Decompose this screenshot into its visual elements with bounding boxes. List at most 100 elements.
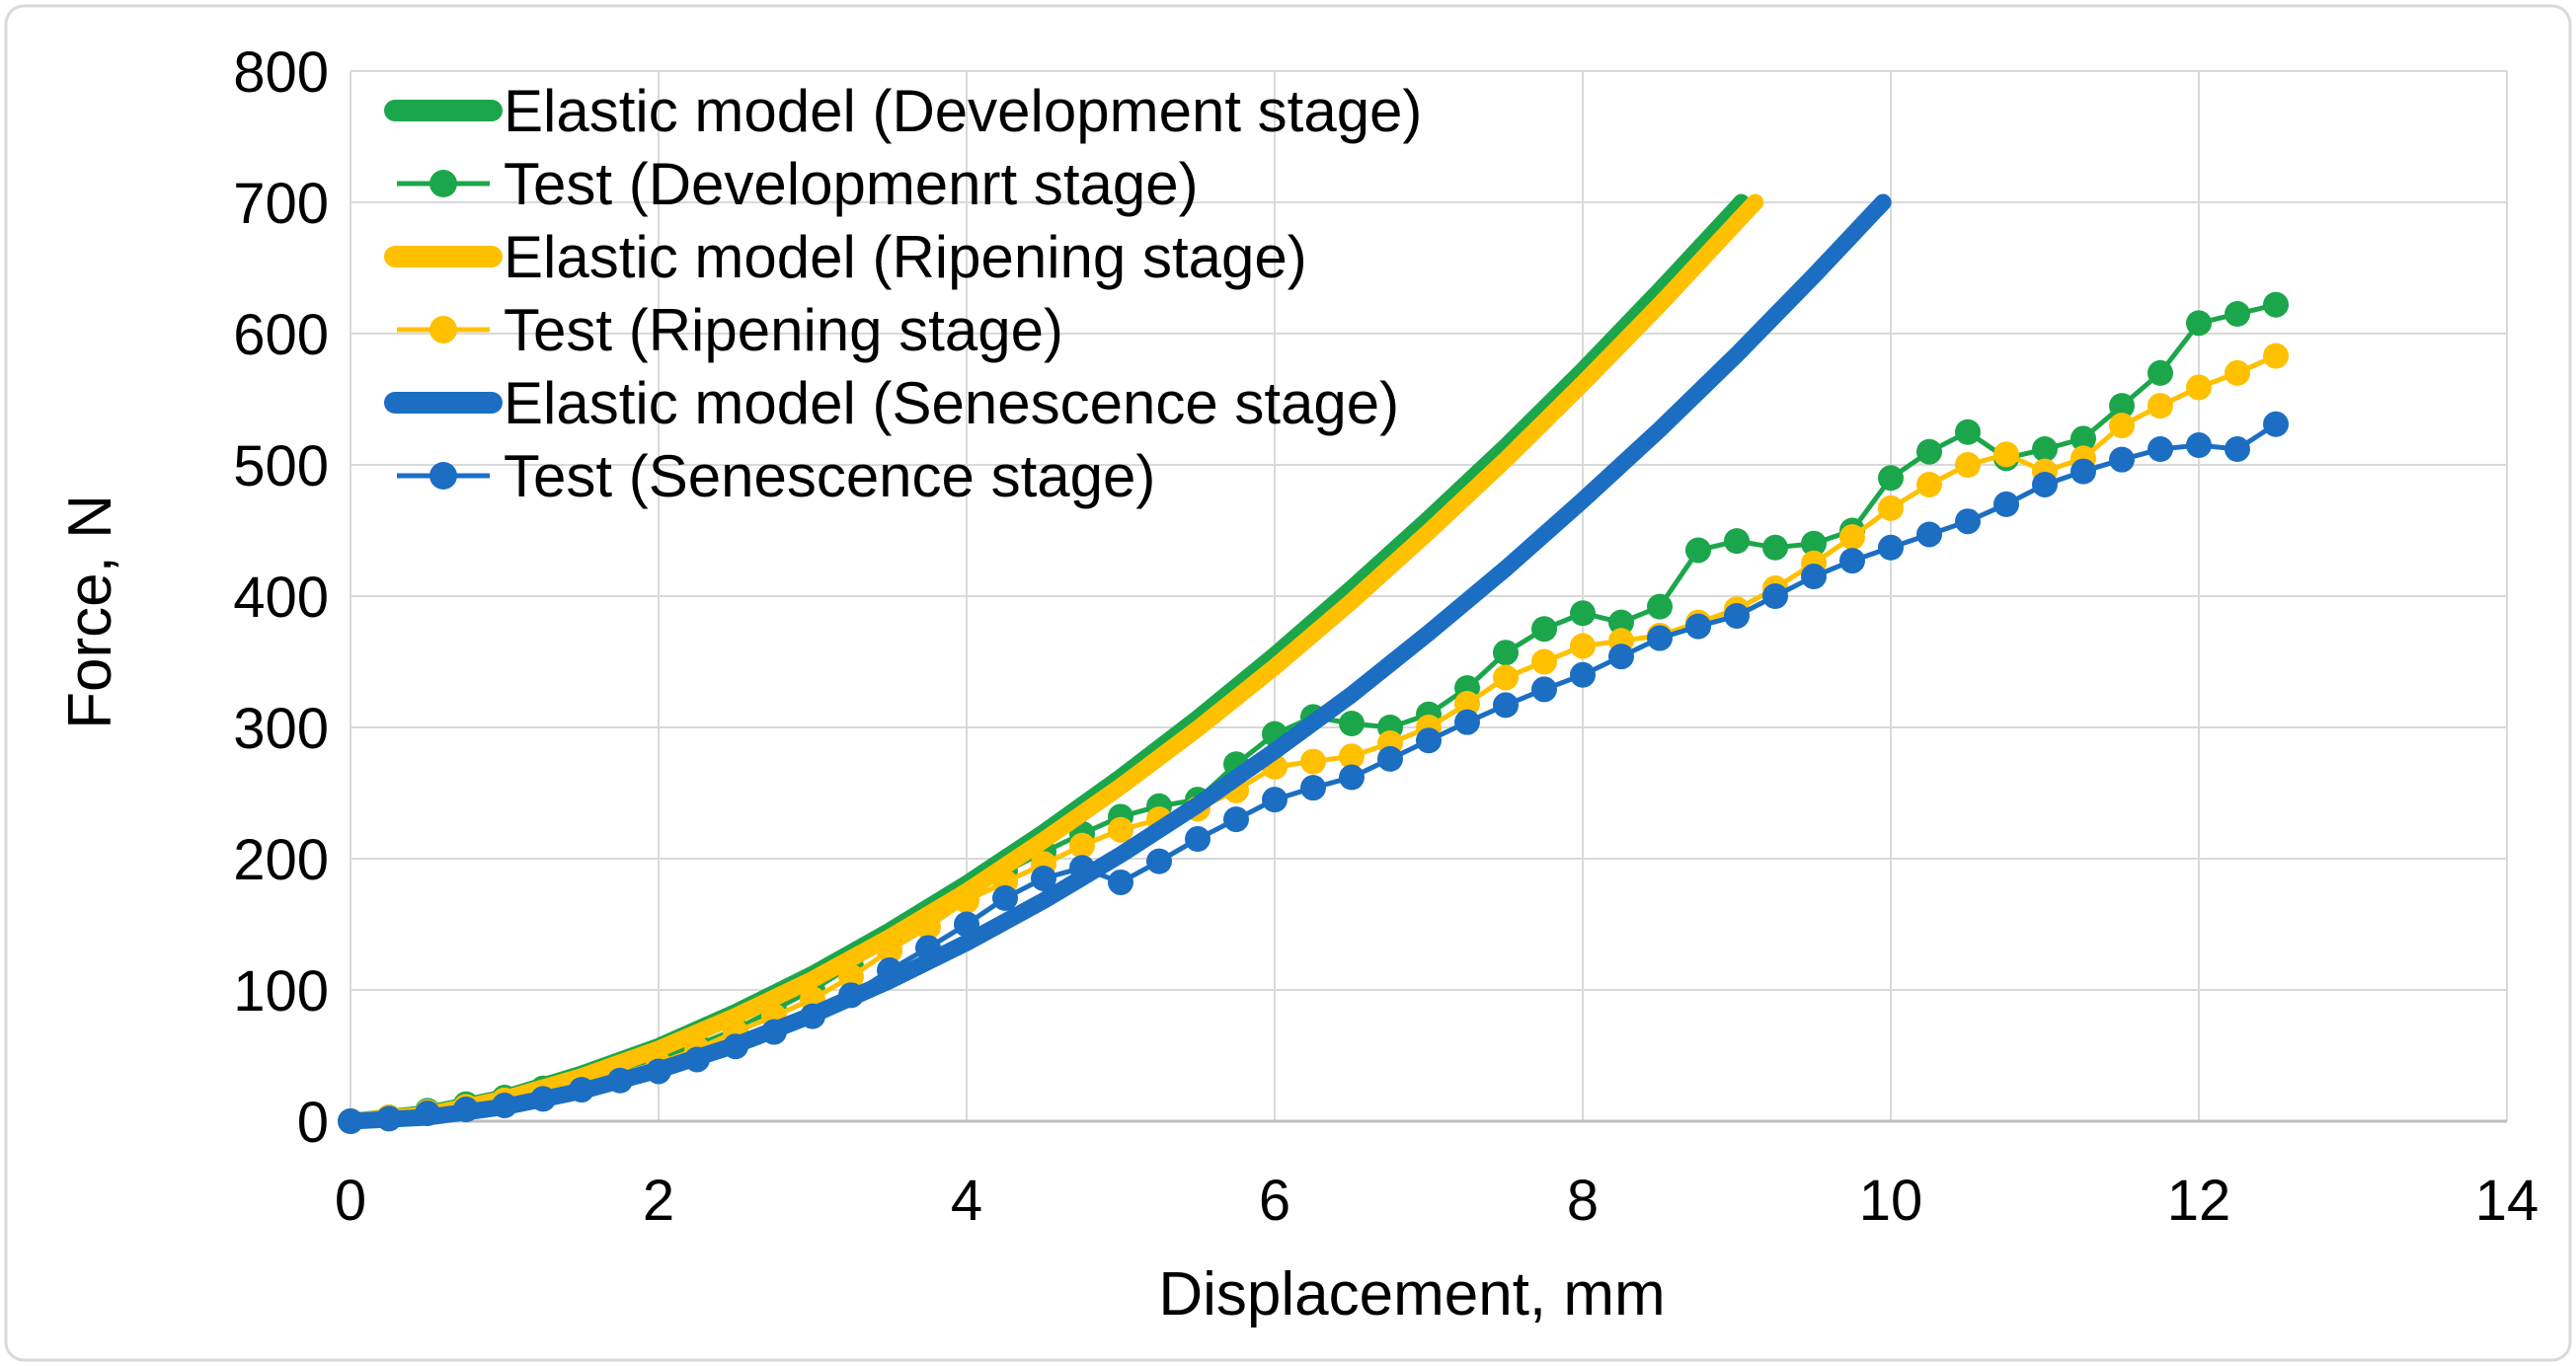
test-data-point: [915, 914, 941, 941]
test-data-point: [1685, 537, 1711, 564]
legend-label: Elastic model (Ripening stage): [504, 224, 1307, 290]
test-data-point: [1801, 530, 1827, 557]
test-data-point: [1493, 692, 1519, 719]
test-data-point: [1300, 748, 1326, 775]
test-data-point: [2109, 446, 2135, 473]
test-data-point: [723, 1033, 748, 1060]
test-data-point: [1570, 633, 1596, 659]
test-data-point: [415, 1100, 440, 1127]
y-tick-label: 0: [297, 1091, 329, 1155]
legend-label: Elastic model (Development stage): [504, 78, 1422, 144]
test-data-point: [1916, 438, 1942, 465]
test-data-point: [1454, 691, 1480, 718]
x-tick-label: 12: [2167, 1169, 2231, 1233]
test-data-point: [1916, 471, 1942, 497]
test-data-point: [1916, 521, 1942, 548]
test-data-point: [1454, 709, 1480, 735]
test-data-point: [1146, 848, 1172, 874]
test-data-point: [1108, 816, 1133, 843]
test-data-point: [2032, 436, 2058, 463]
test-data-point: [2263, 342, 2289, 369]
test-data-point: [877, 957, 902, 984]
test-data-point: [2109, 413, 2135, 439]
test-data-point: [1339, 764, 1365, 791]
test-data-point: [1878, 534, 1904, 561]
test-data-point: [1570, 661, 1596, 688]
chart-outer-border: [4, 4, 2572, 1362]
test-data-point: [1647, 593, 1673, 620]
test-data-point: [1955, 418, 1981, 445]
test-data-point: [1185, 826, 1210, 853]
test-data-point: [2109, 393, 2135, 419]
test-data-point: [1955, 452, 1981, 478]
test-data-point: [453, 1097, 479, 1123]
test-data-point: [2147, 436, 2173, 463]
test-data-point: [1069, 855, 1095, 881]
legend-label: Test (Senescence stage): [504, 443, 1155, 509]
test-data-point: [492, 1093, 517, 1119]
test-data-point: [1685, 613, 1711, 640]
test-data-point: [1993, 441, 2019, 468]
x-tick-label: 8: [1567, 1169, 1599, 1233]
y-tick-label: 100: [233, 959, 329, 1024]
test-data-point: [1839, 548, 1865, 574]
x-tick-label: 14: [2475, 1169, 2539, 1233]
test-data-point: [1531, 648, 1557, 675]
test-data-point: [1839, 524, 1865, 551]
test-data-point: [646, 1058, 671, 1085]
x-axis-title: Displacement, mm: [1158, 1260, 1665, 1328]
legend-label: Test (Ripening stage): [504, 297, 1063, 363]
x-tick-label: 10: [1859, 1169, 1923, 1233]
test-data-point: [2147, 359, 2173, 386]
test-data-point: [2186, 432, 2212, 459]
test-data-point: [1493, 640, 1519, 666]
x-tick-label: 6: [1259, 1169, 1290, 1233]
test-data-point: [877, 938, 902, 964]
test-data-point: [684, 1046, 710, 1073]
test-data-point: [2225, 301, 2250, 328]
test-data-point: [1878, 465, 1904, 492]
test-data-point: [338, 1108, 363, 1134]
test-data-point: [2070, 458, 2096, 485]
test-data-point: [1570, 600, 1596, 627]
y-tick-label: 200: [233, 828, 329, 892]
test-data-point: [2225, 436, 2250, 463]
legend-swatch-marker: [429, 170, 457, 197]
test-data-point: [1339, 711, 1365, 737]
test-data-point: [992, 884, 1018, 911]
test-data-point: [1608, 609, 1634, 636]
y-axis-title: Force, N: [56, 494, 124, 729]
test-data-point: [1531, 616, 1557, 643]
test-data-point: [1339, 743, 1365, 770]
y-tick-label: 400: [233, 566, 329, 630]
test-data-point: [376, 1105, 402, 1132]
test-data-point: [569, 1077, 594, 1103]
legend-label: Elastic model (Senescence stage): [504, 370, 1399, 436]
test-data-point: [1069, 832, 1095, 859]
test-data-point: [1647, 625, 1673, 651]
test-data-point: [2032, 471, 2058, 497]
test-data-point: [1031, 865, 1056, 891]
test-data-point: [1878, 494, 1904, 521]
test-data-point: [1377, 745, 1403, 772]
test-data-point: [1993, 491, 2019, 517]
legend-swatch-marker: [429, 462, 457, 490]
legend: Elastic model (Development stage) Test (D…: [384, 78, 1422, 509]
test-data-point: [838, 963, 864, 990]
test-data-point: [2186, 374, 2212, 401]
test-data-point: [1801, 564, 1827, 590]
y-tick-label: 500: [233, 434, 329, 498]
test-data-point: [1300, 775, 1326, 801]
series-group: [338, 193, 2289, 1134]
test-data-point: [1762, 534, 1788, 561]
test-data-point: [2263, 291, 2289, 318]
test-data-point: [800, 1003, 825, 1029]
x-tick-label: 0: [335, 1169, 366, 1233]
test-data-point: [2147, 393, 2173, 419]
test-data-point: [1262, 787, 1288, 813]
test-data-point: [1762, 583, 1788, 609]
test-data-point: [1531, 676, 1557, 703]
test-data-point: [1108, 869, 1133, 895]
